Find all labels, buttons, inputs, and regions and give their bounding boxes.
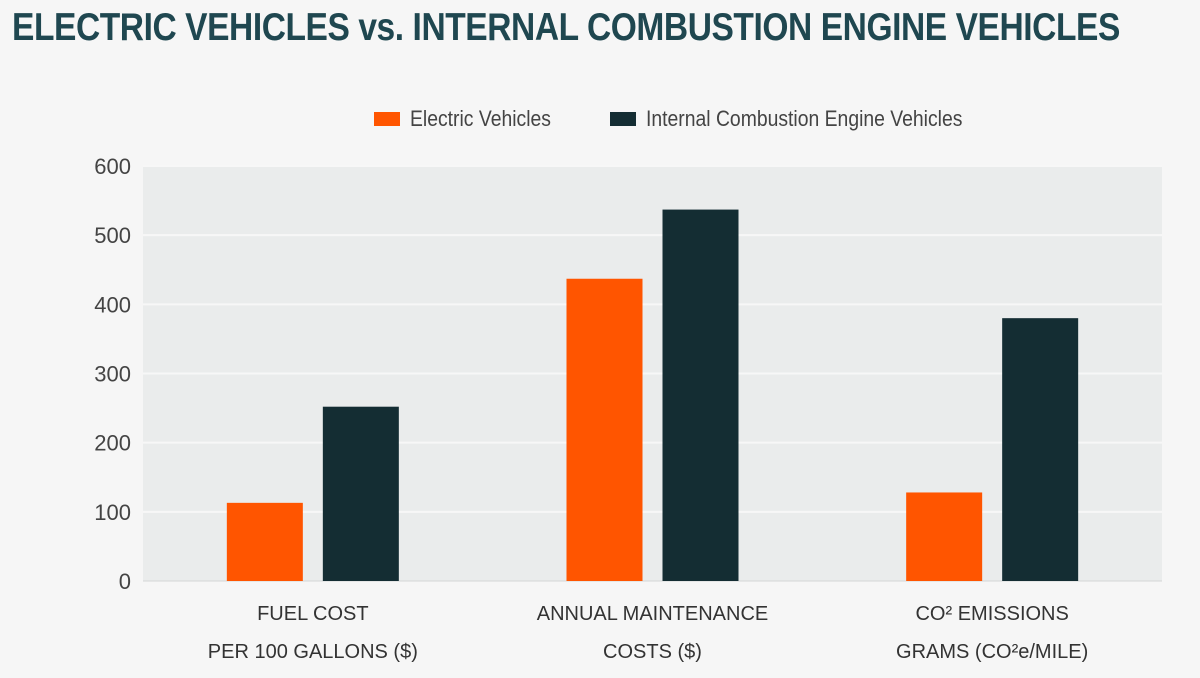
bar-ice [1002,318,1079,581]
x-category-label: CO² EMISSIONS [915,603,1068,625]
legend-label-ice: Internal Combustion Engine Vehicles [646,106,963,131]
legend-item-ev: Electric Vehicles [374,106,570,132]
bar-ice [322,406,399,581]
bar-ev [566,278,643,581]
x-category-label: PER 100 GALLONS ($) [208,641,418,663]
legend-label-ev: Electric Vehicles [410,106,551,131]
x-category-label: COSTS ($) [603,641,702,663]
y-tick-label: 500 [94,223,131,248]
chart-title: ELECTRIC VEHICLES vs. INTERNAL COMBUSTIO… [12,6,1120,49]
legend-swatch-ev [374,112,400,126]
bar-ev [226,502,303,581]
y-tick-label: 100 [94,500,131,525]
bar-ice [662,209,739,581]
y-tick-label: 0 [119,569,131,594]
x-category-label: FUEL COST [257,603,369,625]
legend-swatch-ice [610,112,637,126]
y-tick-label: 200 [94,431,131,456]
legend: Electric Vehicles Internal Combustion En… [374,106,1036,132]
x-category-label: GRAMS (CO²e/MILE) [896,641,1088,663]
y-tick-label: 300 [94,362,131,387]
legend-item-ice: Internal Combustion Engine Vehicles [610,106,1006,132]
y-tick-label: 600 [94,154,131,179]
x-category-label: ANNUAL MAINTENANCE [537,603,769,625]
bar-ev [906,492,983,581]
y-tick-label: 400 [94,292,131,317]
